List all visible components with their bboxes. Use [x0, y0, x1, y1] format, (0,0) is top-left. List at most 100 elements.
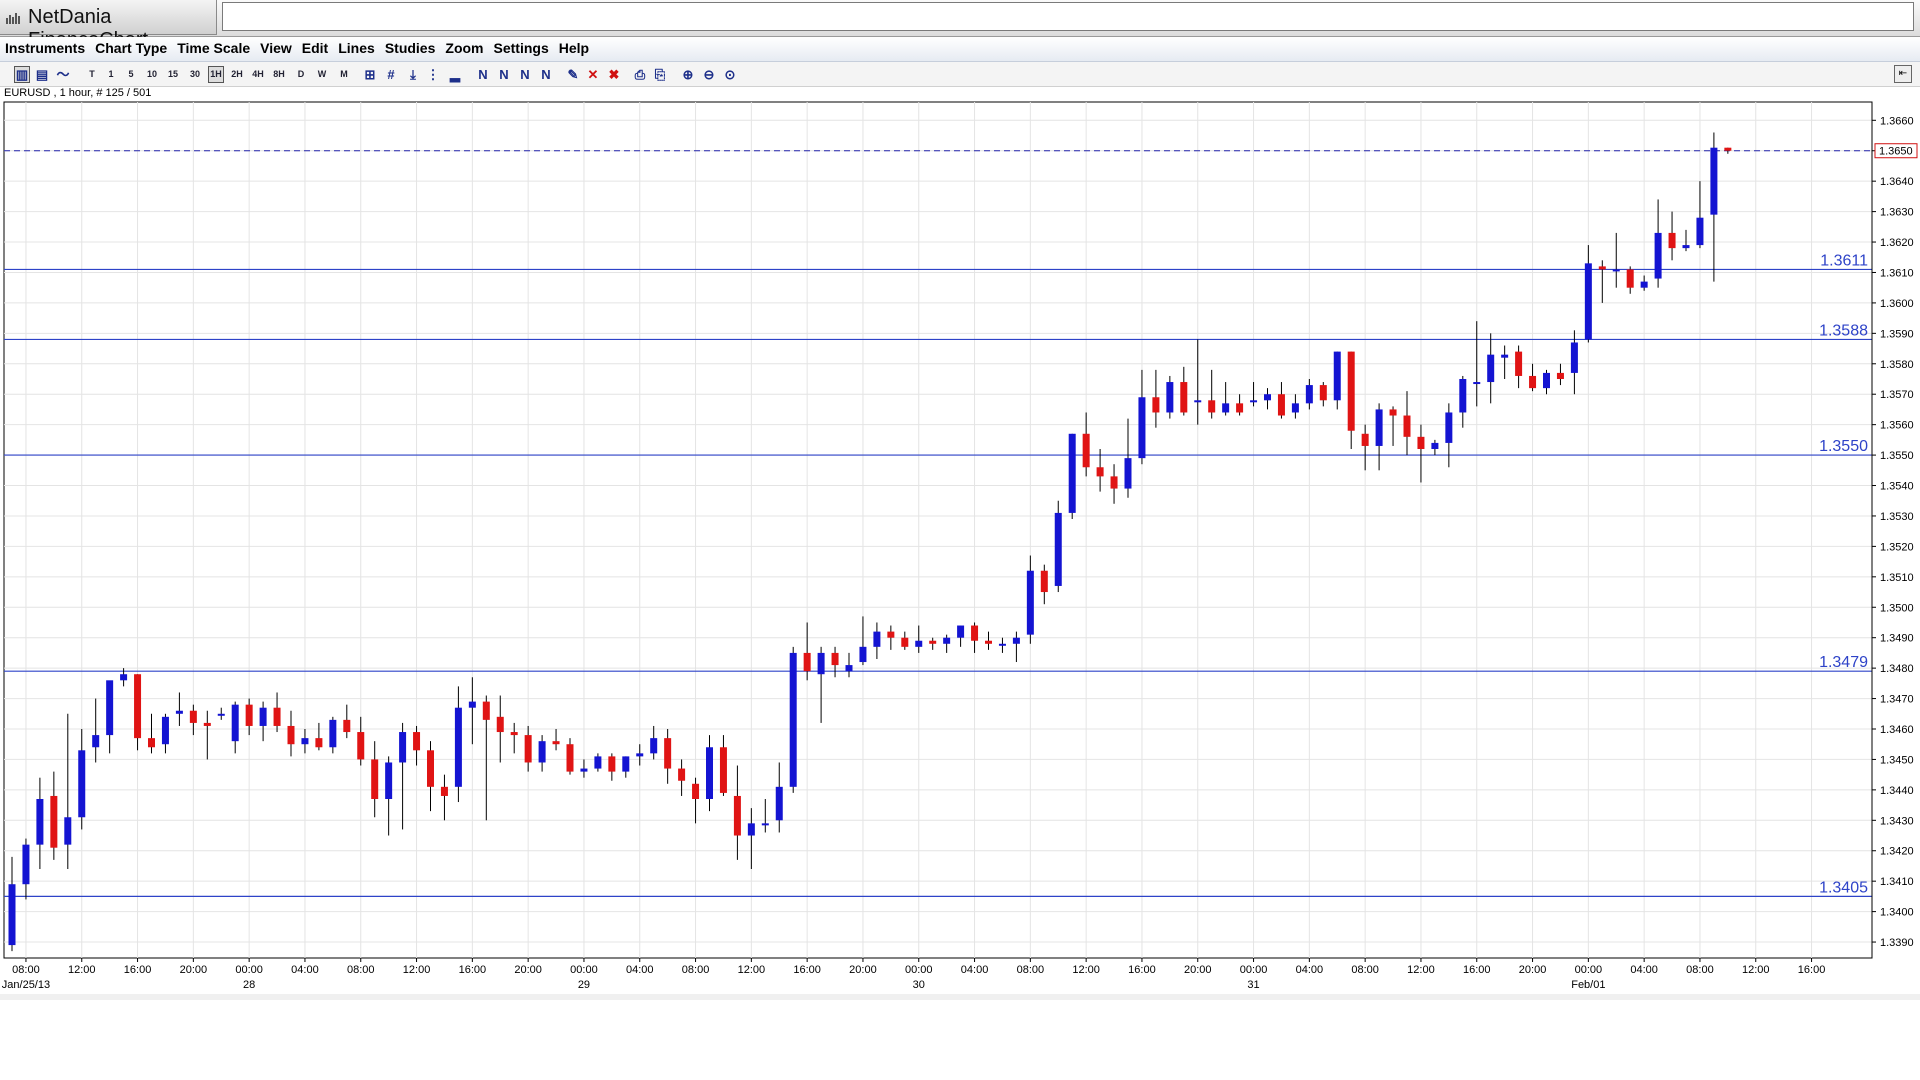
candle-down[interactable]: [664, 738, 672, 769]
timeframe-w-button[interactable]: W: [317, 69, 327, 79]
candle-up[interactable]: [1570, 342, 1578, 373]
timeframe-d-button[interactable]: D: [297, 69, 305, 79]
candle-down[interactable]: [692, 783, 700, 800]
candle-down[interactable]: [1152, 397, 1160, 413]
delete-line-icon[interactable]: ✕: [587, 67, 599, 82]
candle-up[interactable]: [957, 625, 965, 638]
candle-down[interactable]: [1626, 269, 1634, 288]
zoom-reset-icon[interactable]: ⊙: [724, 67, 736, 82]
candle-up[interactable]: [775, 786, 783, 821]
parallel-lines-icon[interactable]: N: [541, 67, 551, 82]
print-preview-icon[interactable]: ⎘: [654, 67, 666, 82]
menu-view[interactable]: View: [260, 40, 292, 56]
candle-up[interactable]: [650, 738, 658, 754]
candle-up[interactable]: [1124, 458, 1132, 489]
menu-chart-type[interactable]: Chart Type: [95, 40, 168, 56]
candle-down[interactable]: [831, 652, 839, 666]
candle-up[interactable]: [175, 710, 183, 714]
candle-down[interactable]: [245, 704, 253, 726]
timeframe-1h-button[interactable]: 1H: [208, 66, 224, 83]
candle-down[interactable]: [1110, 476, 1118, 489]
bar-type-icon[interactable]: ▤: [35, 67, 49, 82]
candle-up[interactable]: [1054, 512, 1062, 586]
candle-down[interactable]: [1556, 372, 1564, 379]
candle-up[interactable]: [1445, 412, 1453, 443]
candle-down[interactable]: [985, 640, 992, 644]
panel-toggle-icon[interactable]: ⇤: [1894, 65, 1912, 83]
candle-up[interactable]: [1333, 351, 1341, 401]
timeframe-m-button[interactable]: M: [340, 69, 348, 79]
candle-up[interactable]: [1166, 382, 1174, 413]
candle-up[interactable]: [1710, 147, 1718, 215]
candle-up[interactable]: [1375, 409, 1383, 446]
candle-down[interactable]: [1040, 570, 1048, 593]
candle-down[interactable]: [343, 719, 351, 733]
candle-up[interactable]: [259, 707, 267, 726]
candle-up[interactable]: [22, 844, 30, 885]
candle-down[interactable]: [971, 625, 979, 641]
zoom-out-icon[interactable]: ⊖: [703, 67, 715, 82]
menu-settings[interactable]: Settings: [493, 40, 549, 56]
candle-up[interactable]: [92, 735, 100, 748]
candle-up[interactable]: [1068, 433, 1076, 513]
print-icon[interactable]: ⎙: [634, 67, 646, 82]
title-address-field[interactable]: [222, 2, 1914, 31]
menu-zoom[interactable]: Zoom: [445, 40, 484, 56]
candle-up[interactable]: [399, 732, 407, 763]
candle-up[interactable]: [217, 713, 225, 716]
candle-up[interactable]: [1250, 400, 1258, 403]
candle-up[interactable]: [1543, 372, 1550, 389]
candle-up[interactable]: [1026, 570, 1034, 635]
candle-down[interactable]: [566, 744, 574, 772]
candle-down[interactable]: [1403, 415, 1411, 437]
candle-up[interactable]: [329, 719, 337, 748]
timeframe-10-button[interactable]: 10: [146, 69, 157, 79]
candle-up[interactable]: [594, 756, 602, 769]
scroll-icon[interactable]: ⤓: [410, 67, 416, 82]
time-scrollbar[interactable]: [0, 994, 1920, 1000]
candle-up[interactable]: [1696, 217, 1704, 246]
candle-up[interactable]: [385, 762, 393, 800]
candle-down[interactable]: [148, 738, 155, 748]
edit-lines-icon[interactable]: ✎: [567, 67, 579, 82]
candle-up[interactable]: [1222, 403, 1230, 413]
delete-all-lines-icon[interactable]: ✖: [608, 67, 620, 82]
candle-up[interactable]: [706, 747, 713, 800]
candle-up[interactable]: [1654, 232, 1662, 279]
studies-icon[interactable]: ▂: [450, 67, 460, 82]
line-type-icon[interactable]: 〜: [56, 67, 70, 82]
timeframe-30-button[interactable]: 30: [189, 69, 200, 79]
candle-down[interactable]: [134, 674, 142, 739]
candle-down[interactable]: [413, 732, 421, 751]
candle-down[interactable]: [287, 725, 295, 745]
candle-up[interactable]: [761, 823, 769, 826]
timeframe-1-button[interactable]: 1: [108, 69, 114, 79]
candle-up[interactable]: [817, 652, 825, 675]
candle-down[interactable]: [803, 652, 811, 672]
candle-up[interactable]: [301, 738, 309, 745]
candle-down[interactable]: [1096, 467, 1104, 477]
candle-up[interactable]: [998, 643, 1006, 646]
candle-up[interactable]: [622, 756, 630, 772]
candle-up[interactable]: [161, 716, 169, 745]
candle-down[interactable]: [733, 795, 741, 836]
menu-instruments[interactable]: Instruments: [5, 40, 86, 56]
candle-up[interactable]: [747, 823, 755, 836]
candle-up[interactable]: [1612, 269, 1620, 272]
candle-down[interactable]: [1361, 433, 1369, 446]
candle-down[interactable]: [887, 631, 895, 638]
timeframe-2h-button[interactable]: 2H: [231, 69, 243, 79]
candle-down[interactable]: [719, 747, 727, 793]
candle-down[interactable]: [371, 759, 379, 800]
candle-up[interactable]: [1194, 400, 1202, 403]
candle-up[interactable]: [231, 704, 239, 742]
candle-up[interactable]: [1012, 637, 1020, 644]
candle-down[interactable]: [440, 786, 448, 796]
candle-up[interactable]: [1305, 385, 1313, 404]
menu-help[interactable]: Help: [558, 40, 590, 56]
candle-up[interactable]: [873, 631, 881, 647]
timeframe-8h-button[interactable]: 8H: [273, 69, 285, 79]
candle-up[interactable]: [1291, 403, 1299, 413]
app-title-tab[interactable]: NetDania FinanceChart: [0, 0, 217, 51]
candle-down[interactable]: [273, 707, 281, 726]
